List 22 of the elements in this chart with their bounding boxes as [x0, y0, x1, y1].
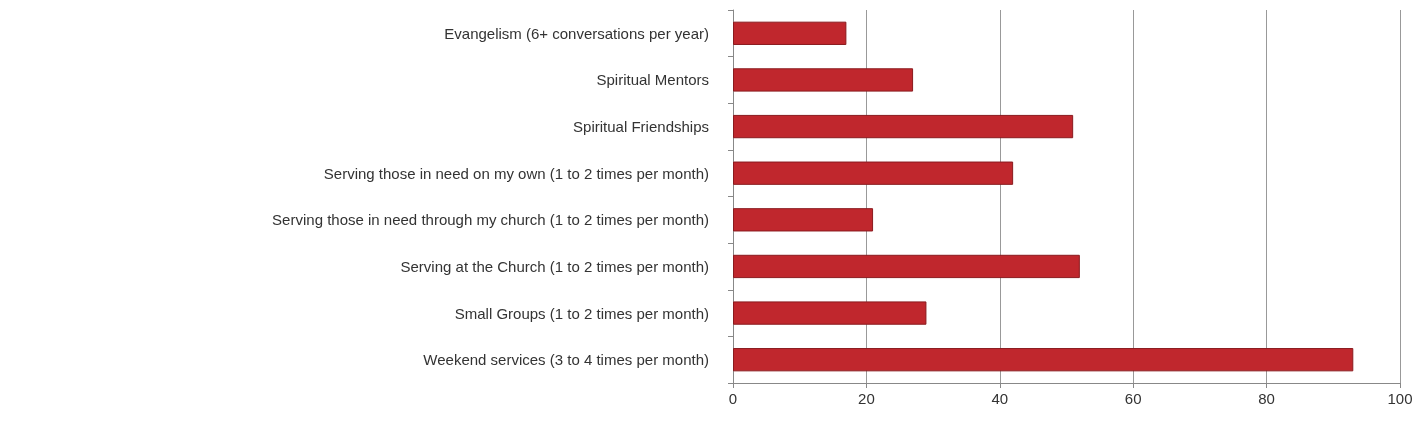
bar — [733, 21, 847, 45]
x-tick-label: 20 — [858, 390, 875, 407]
y-tick-label: Serving those in need through my church (1 to 2 times per month) — [272, 211, 709, 229]
y-tick-label: Weekend services (3 to 4 times per month) — [423, 351, 709, 369]
bar — [733, 254, 1080, 279]
y-tick-label: Serving at the Church (1 to 2 times per month) — [400, 257, 709, 275]
x-tick-label: 100 — [1387, 390, 1413, 407]
bar — [733, 348, 1354, 372]
x-tick-label: 80 — [1258, 390, 1275, 407]
y-tick-label: Evangelism (6+ conversations per year) — [444, 24, 709, 42]
bar — [733, 161, 1014, 185]
y-tick-label: Serving those in need on my own (1 to 2 times per month) — [323, 164, 709, 182]
y-tick-label: Small Groups (1 to 2 times per month) — [454, 304, 709, 322]
x-tick-label: 60 — [1124, 390, 1142, 407]
bar — [733, 114, 1074, 139]
x-tick-label: 40 — [991, 390, 1009, 407]
bar — [733, 208, 874, 232]
bar — [733, 301, 927, 325]
y-tick-label: Spiritual Friendships — [573, 118, 709, 136]
x-tick-label: 0 — [728, 390, 738, 407]
bar — [733, 68, 914, 92]
y-tick-label: Spiritual Mentors — [596, 71, 709, 89]
